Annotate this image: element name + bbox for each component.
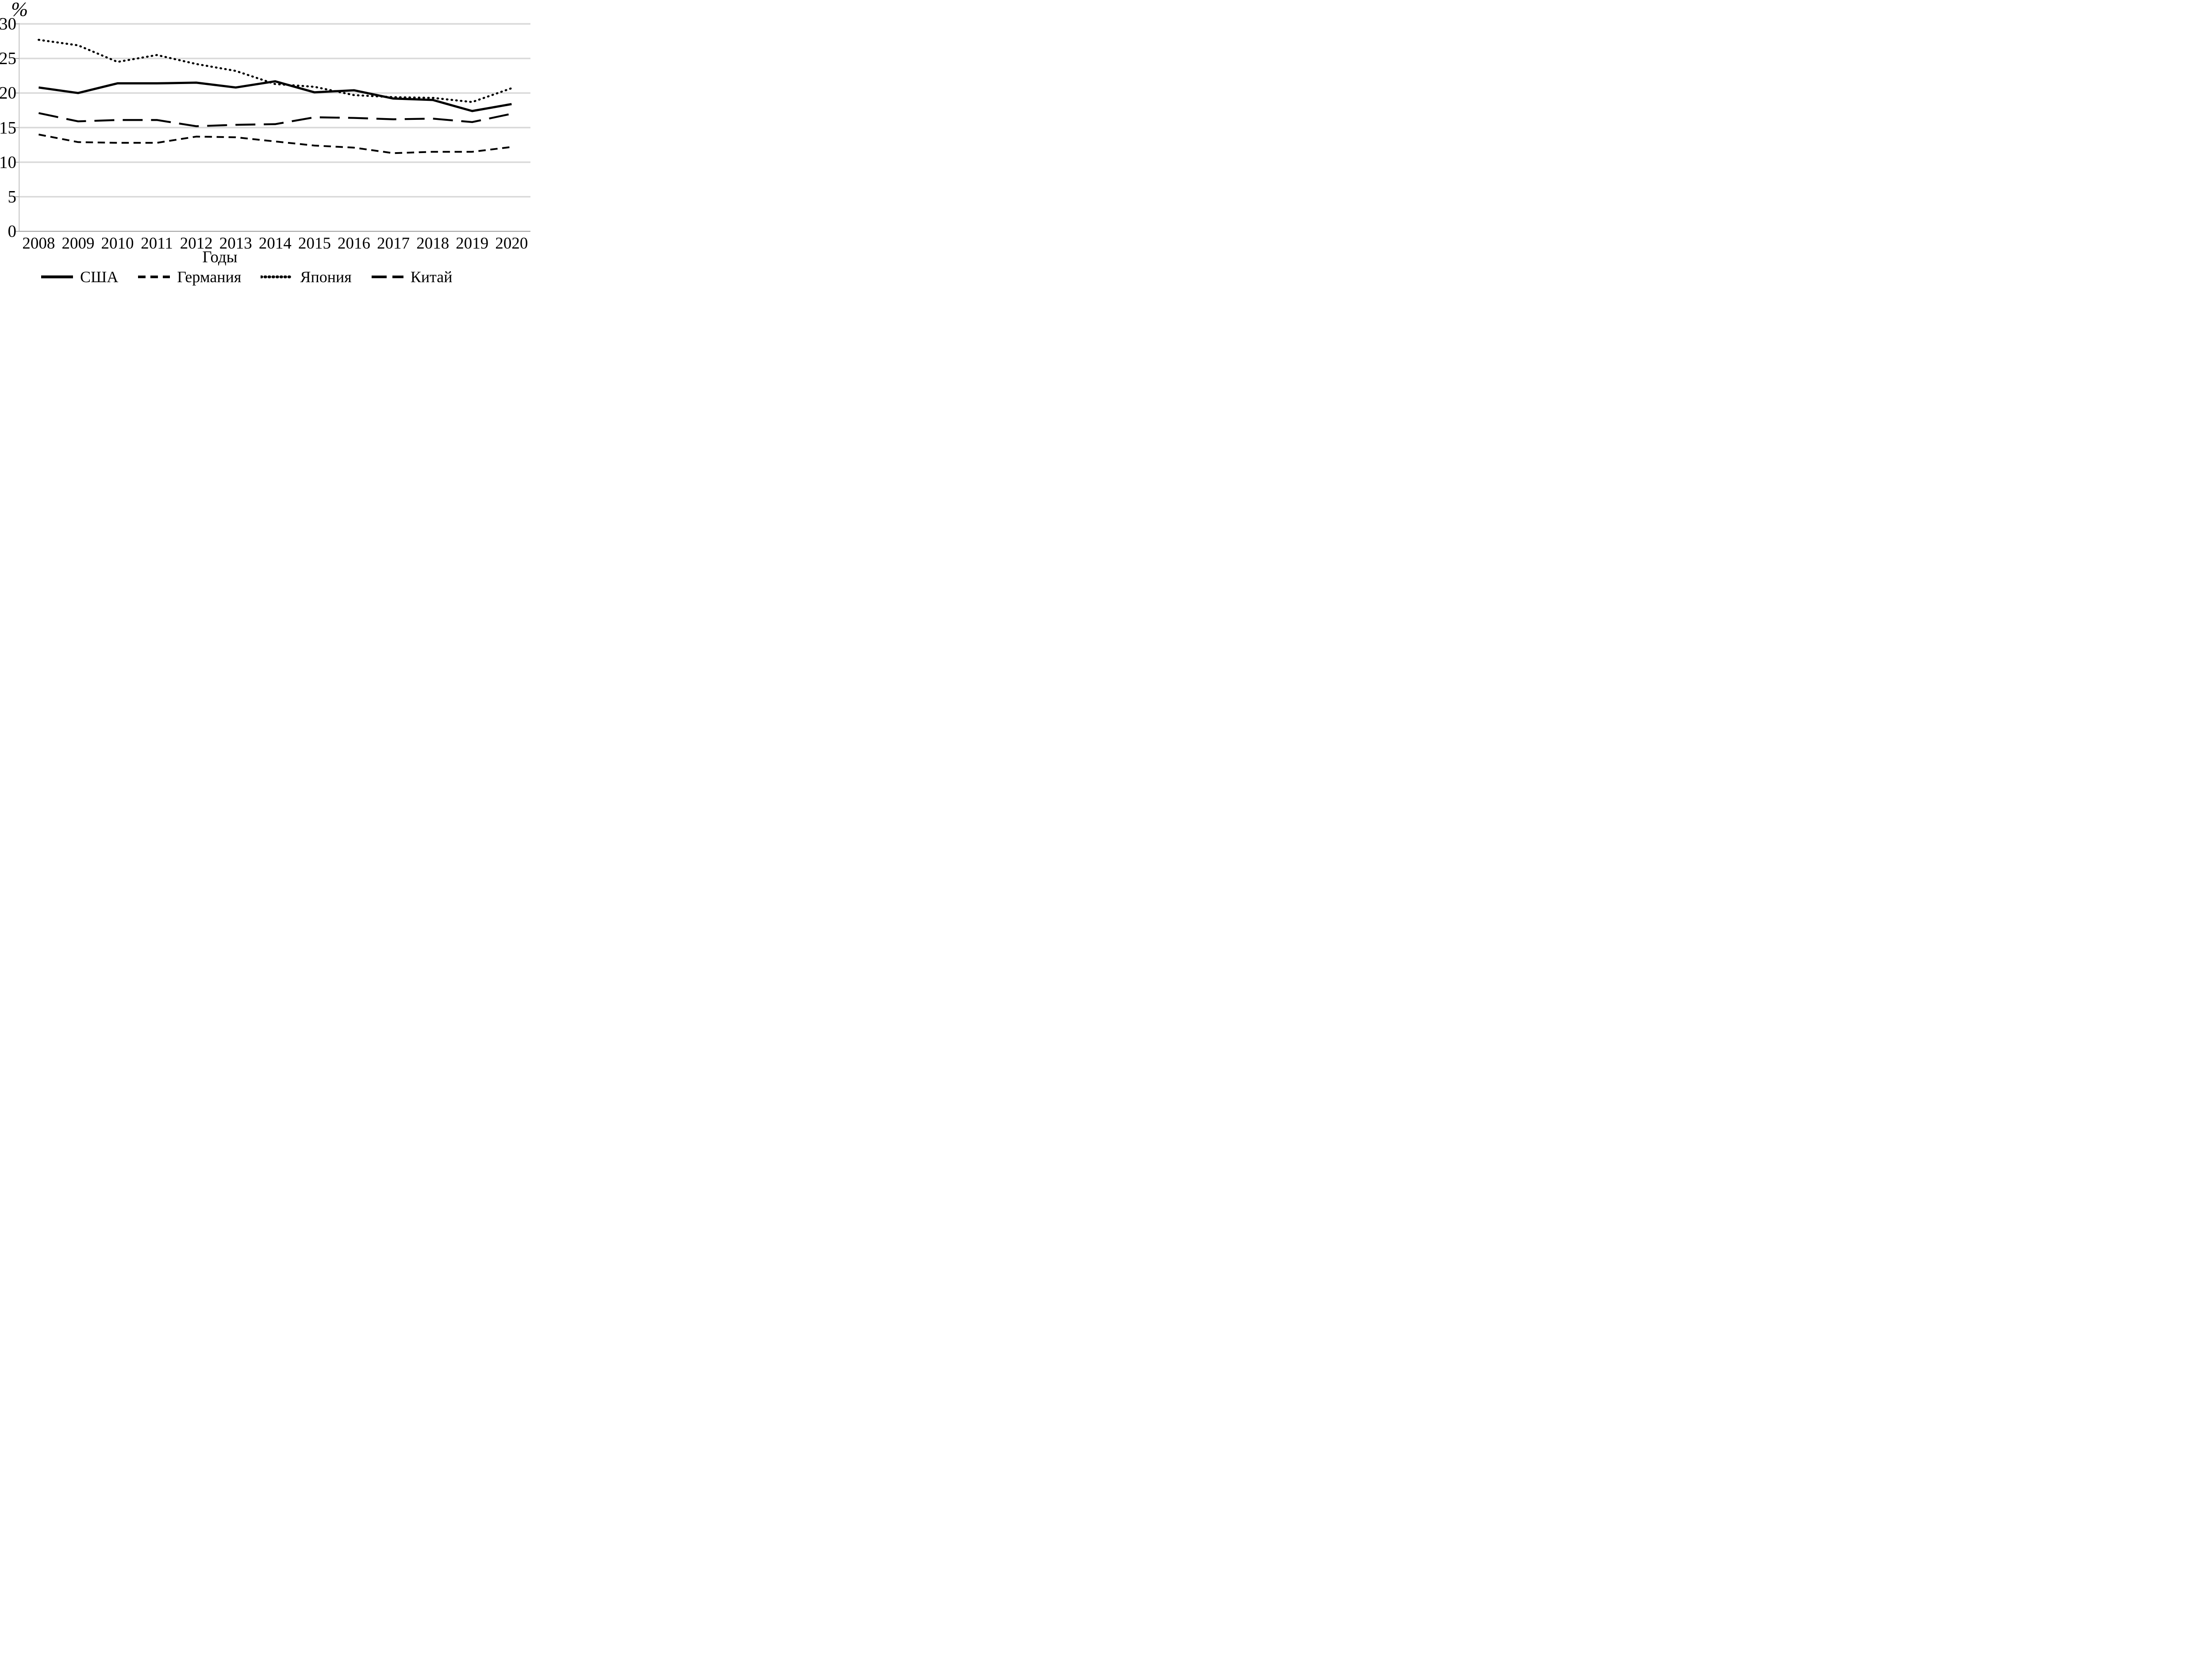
legend-swatch-short-dash [138, 276, 170, 278]
x-tick-label: 2010 [101, 234, 134, 253]
x-tick-label: 2014 [258, 234, 292, 253]
legend-label: Япония [300, 268, 352, 286]
x-tick-label: 2013 [219, 234, 252, 253]
series-line-Китай [38, 112, 512, 127]
series-line-Германия [38, 134, 512, 154]
x-tick-label: 2018 [416, 234, 449, 253]
legend-swatch-long-dash [371, 276, 403, 278]
chart-legend: США Германия Япония Китай [41, 269, 531, 285]
legend-swatch-solid [41, 275, 73, 279]
series-line-Япония [38, 38, 513, 103]
y-tick-label: 15 [0, 118, 16, 137]
legend-item-Китай: Китай [371, 269, 453, 285]
y-tick-label: 25 [0, 49, 16, 68]
y-axis-unit-label: % [11, 0, 28, 20]
x-tick-label: 2008 [22, 234, 55, 253]
legend-item-Германия: Германия [138, 269, 241, 285]
y-tick-label: 20 [0, 83, 16, 103]
x-tick-label: 2012 [180, 234, 213, 253]
legend-label: США [80, 268, 119, 286]
legend-item-Япония: Япония [261, 268, 352, 286]
y-tick-label: 5 [8, 187, 17, 207]
legend-item-США: США [41, 269, 118, 285]
x-tick-label: 2016 [338, 234, 371, 253]
y-tick-label: 30 [0, 14, 16, 34]
legend-label: Германия [177, 268, 242, 286]
legend-swatch-dotted [261, 275, 294, 279]
x-tick-label: 2017 [377, 234, 410, 253]
chart-figure: % 0 5 10 15 20 25 30 2008 2009 2010 2011 2012 2013 2… [0, 0, 531, 290]
x-tick-label: 2019 [456, 234, 489, 253]
line-chart-plot [14, 23, 530, 232]
x-tick-label: 2011 [141, 234, 173, 253]
y-tick-label: 10 [0, 153, 16, 172]
x-tick-label: 2020 [495, 234, 528, 253]
x-tick-label: 2009 [61, 234, 95, 253]
series-line-США [38, 80, 512, 112]
x-axis-title: Годы [202, 248, 238, 266]
y-tick-label: 0 [8, 222, 17, 241]
x-tick-label: 2015 [298, 234, 331, 253]
legend-label: Китай [410, 268, 453, 286]
